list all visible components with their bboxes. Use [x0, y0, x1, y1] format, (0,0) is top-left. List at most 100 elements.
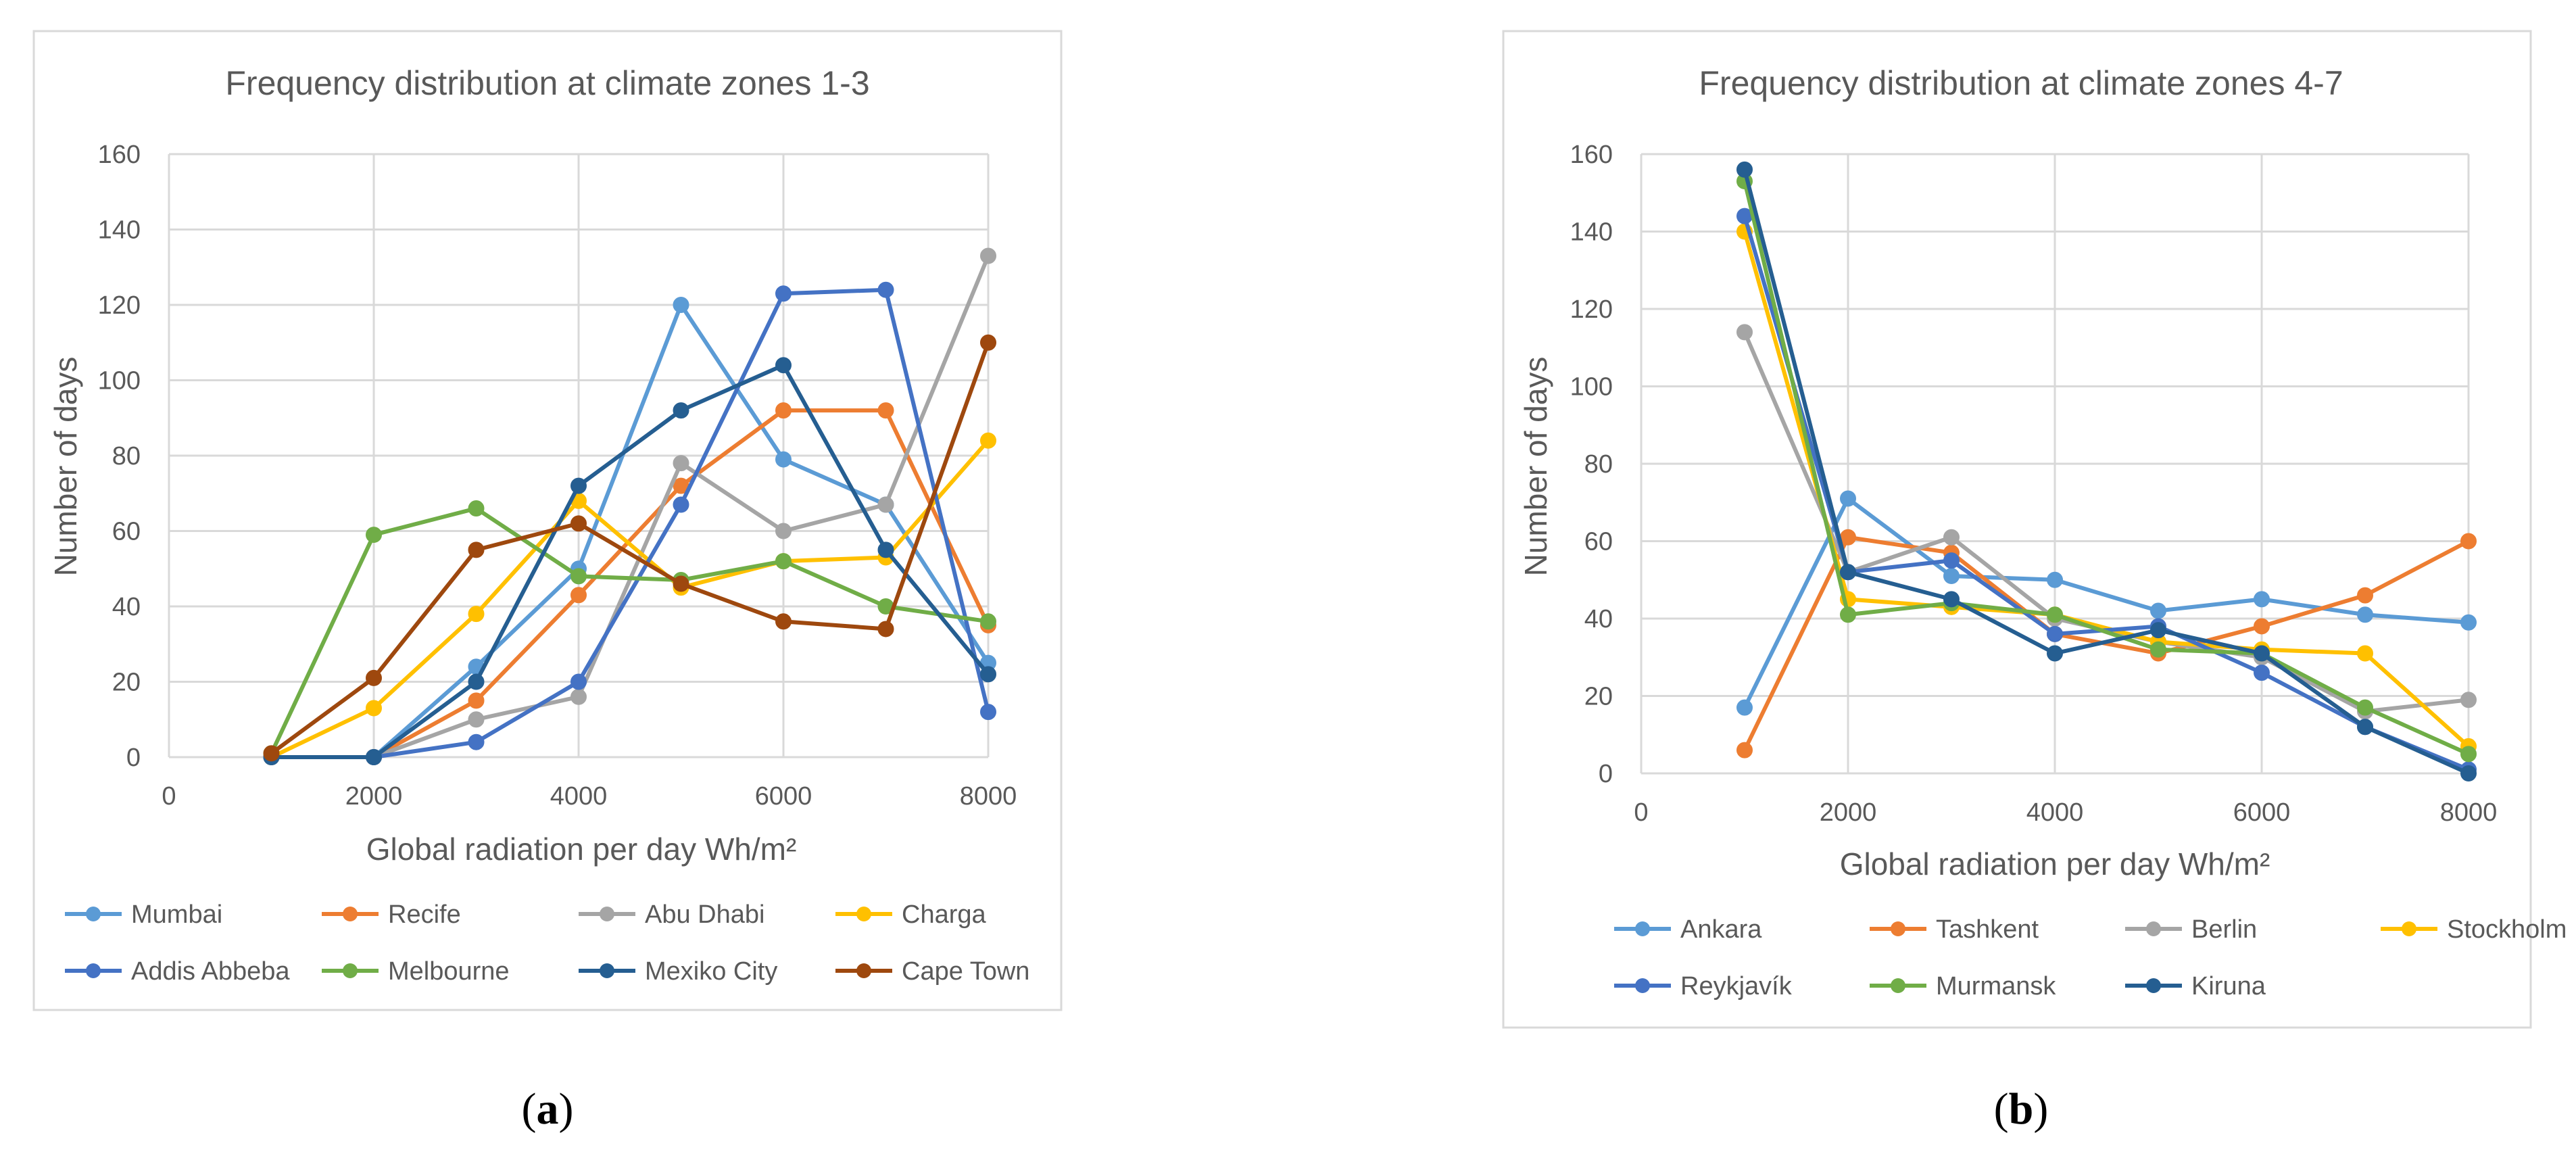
chart-frame — [1502, 30, 2532, 1029]
y-axis-label: Number of days — [48, 357, 83, 577]
y-tick-label: 40 — [1584, 605, 1613, 633]
legend-label: Berlin — [2191, 915, 2257, 944]
data-point — [2150, 641, 2166, 658]
data-point — [1943, 552, 1960, 569]
legend-label: Tashkent — [1936, 915, 2039, 944]
data-point — [877, 281, 894, 298]
data-point — [468, 541, 485, 558]
y-tick-label: 160 — [1570, 141, 1613, 169]
legend-item: Stockholm — [2381, 915, 2567, 944]
legend-item: Cape Town — [835, 957, 1029, 986]
y-tick-label: 60 — [112, 518, 141, 546]
legend-item: Kiruna — [2125, 972, 2266, 1001]
legend: Mumbai Recife Abu Dhabi Charga Addis Abbeba M… — [65, 900, 1029, 986]
legend-label: Charga — [902, 900, 986, 929]
data-point — [775, 451, 792, 468]
legend-item: Abu Dhabi — [579, 900, 764, 929]
data-point — [468, 711, 485, 728]
data-point — [673, 496, 689, 513]
data-point — [2460, 746, 2477, 763]
data-point — [1736, 699, 1753, 716]
legend-item: Murmansk — [1870, 972, 2056, 1001]
series-kiruna — [1736, 161, 2477, 781]
data-point — [1943, 568, 1960, 585]
data-point — [468, 733, 485, 750]
data-point — [263, 745, 280, 762]
data-point — [2254, 591, 2270, 608]
legend-item: Berlin — [2125, 915, 2257, 944]
data-point — [980, 704, 996, 721]
caption-a: (a) — [522, 1084, 574, 1134]
legend-marker — [1635, 978, 1650, 993]
x-tick-label: 6000 — [2233, 798, 2291, 827]
x-tick-label: 8000 — [960, 782, 1017, 811]
data-point — [1943, 529, 1960, 546]
legend-marker — [856, 963, 871, 978]
legend-label: Ankara — [1680, 915, 1762, 944]
data-point — [570, 587, 587, 604]
legend-marker — [86, 963, 101, 978]
data-point — [1943, 591, 1960, 608]
data-point — [570, 568, 587, 585]
x-tick-label: 6000 — [755, 782, 812, 811]
y-tick-label: 40 — [112, 593, 141, 621]
data-point — [775, 523, 792, 539]
legend-marker — [1635, 921, 1650, 936]
data-point — [877, 402, 894, 419]
data-point — [570, 477, 587, 494]
series-line — [270, 341, 990, 755]
legend-item: Recife — [322, 900, 461, 929]
legend-label: Mumbai — [131, 900, 222, 929]
legend-label: Melbourne — [388, 957, 510, 986]
x-tick-label: 0 — [162, 782, 176, 811]
legend-label: Abu Dhabi — [645, 900, 764, 929]
data-point — [2357, 719, 2373, 736]
data-point — [775, 402, 792, 419]
data-point — [468, 692, 485, 709]
legend-marker — [2402, 921, 2416, 936]
data-point — [2047, 625, 2063, 642]
y-tick-label: 100 — [1570, 373, 1613, 402]
legend-item: Mumbai — [65, 900, 222, 929]
series-line — [271, 287, 990, 759]
legend-label: Murmansk — [1936, 972, 2056, 1001]
data-point — [2047, 645, 2063, 662]
data-point — [2460, 533, 2477, 550]
legend-label: Addis Abbeba — [131, 957, 290, 986]
data-point — [775, 357, 792, 374]
series-cape-town — [263, 334, 996, 762]
legend-item: Mexiko City — [579, 957, 777, 986]
data-point — [366, 749, 382, 765]
data-point — [468, 500, 485, 517]
x-tick-label: 2000 — [345, 782, 403, 811]
series-mexiko-city — [263, 357, 996, 765]
data-point — [2047, 571, 2063, 588]
y-tick-label: 160 — [98, 141, 141, 169]
data-point — [980, 247, 996, 264]
data-point — [2357, 587, 2373, 604]
chart-panel-a: Frequency distribution at climate zones … — [32, 30, 1063, 1011]
legend-item: Ankara — [1614, 915, 1762, 944]
data-point — [570, 688, 587, 705]
data-point — [775, 553, 792, 570]
series-line — [271, 408, 990, 759]
y-axis-label: Number of days — [1518, 357, 1553, 577]
x-tick-label: 4000 — [2026, 798, 2084, 827]
data-point — [877, 496, 894, 513]
y-tick-label: 0 — [1599, 760, 1613, 788]
data-point — [468, 673, 485, 690]
data-point — [2150, 602, 2166, 619]
data-point — [570, 673, 587, 690]
chart-panel-b: Frequency distribution at climate zones … — [1502, 30, 2567, 1029]
data-point — [2254, 645, 2270, 662]
data-point — [2357, 699, 2373, 716]
data-point — [980, 334, 996, 351]
y-tick-label: 140 — [98, 216, 141, 245]
series-line — [269, 506, 989, 754]
x-tick-label: 8000 — [2440, 798, 2498, 827]
legend-item: Addis Abbeba — [65, 957, 290, 986]
data-point — [366, 669, 382, 686]
series-line — [1743, 180, 2470, 756]
data-point — [2047, 606, 2063, 623]
data-point — [468, 606, 485, 623]
